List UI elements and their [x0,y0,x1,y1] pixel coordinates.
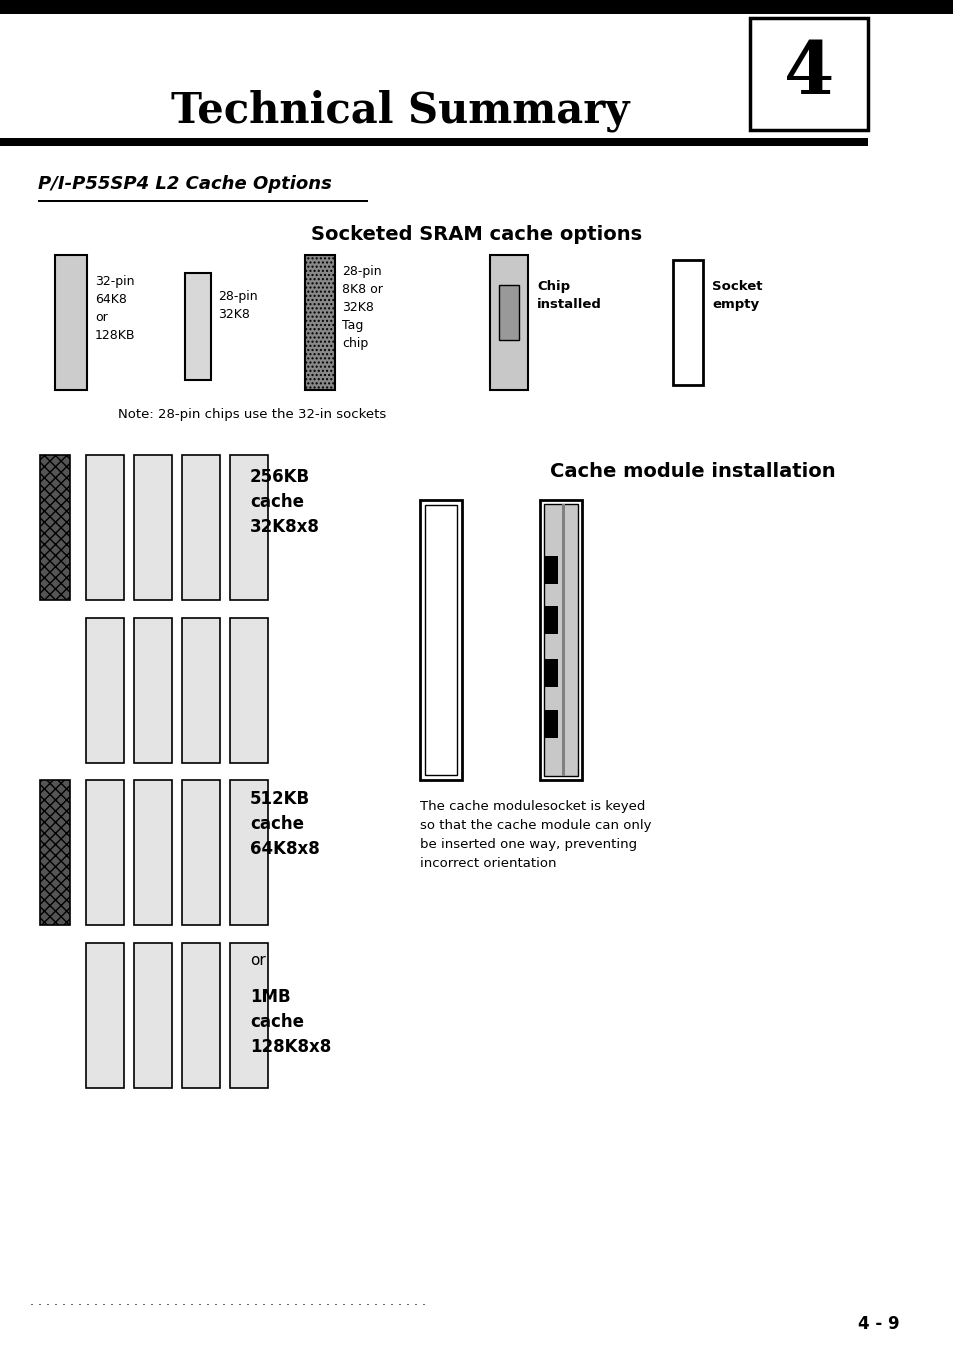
Bar [749,18,867,130]
Text: 4 - 9: 4 - 9 [858,1315,899,1333]
Text: P/I-P55SP4 L2 Cache Options: P/I-P55SP4 L2 Cache Options [38,176,332,193]
Bar [133,780,172,925]
Text: Cache module installation: Cache module installation [550,462,835,481]
Bar [0,0,953,14]
Bar [182,943,220,1088]
Bar [230,943,268,1088]
Text: 4: 4 [783,38,833,109]
Text: Socketed SRAM cache options: Socketed SRAM cache options [311,226,642,245]
Text: 28-pin
32K8: 28-pin 32K8 [218,290,257,322]
Bar [133,617,172,763]
Bar [182,617,220,763]
Bar [230,455,268,600]
Bar [305,255,335,390]
Bar [672,259,702,385]
Bar [38,200,368,203]
Bar [86,455,124,600]
Bar [419,500,461,780]
Text: or: or [250,952,266,969]
Text: Chip
installed: Chip installed [537,280,601,311]
Bar [40,455,70,600]
Bar [490,255,527,390]
Bar [0,138,867,146]
Bar [543,711,558,738]
Bar [133,455,172,600]
Text: Note: 28-pin chips use the 32-in sockets: Note: 28-pin chips use the 32-in sockets [118,408,386,422]
Text: 32-pin
64K8
or
128KB: 32-pin 64K8 or 128KB [95,276,135,342]
Bar [561,504,564,775]
Bar [86,943,124,1088]
Bar [40,780,70,925]
Bar [543,557,558,584]
Bar [55,255,87,390]
Bar [230,617,268,763]
Bar [182,455,220,600]
Text: Technical Summary: Technical Summary [171,91,629,132]
Bar [543,504,578,775]
Bar [543,659,558,688]
Bar [133,943,172,1088]
Bar [185,273,211,380]
Bar [182,780,220,925]
Text: 512KB
cache
64K8x8: 512KB cache 64K8x8 [250,790,319,858]
Bar [543,607,558,634]
Text: 1MB
cache
128K8x8: 1MB cache 128K8x8 [250,988,331,1056]
Text: . . . . . . . . . . . . . . . . . . . . . . . . . . . . . . . . . . . . . . . . : . . . . . . . . . . . . . . . . . . . . … [30,1296,426,1308]
Text: 28-pin
8K8 or
32K8
Tag
chip: 28-pin 8K8 or 32K8 Tag chip [341,265,382,350]
Bar [539,500,581,780]
Bar [230,780,268,925]
Bar [86,617,124,763]
Bar [86,780,124,925]
Text: Socket
empty: Socket empty [711,280,761,311]
Bar [424,505,456,775]
Bar [498,285,518,340]
Text: The cache modulesocket is keyed
so that the cache module can only
be inserted on: The cache modulesocket is keyed so that … [419,800,651,870]
Text: 256KB
cache
32K8x8: 256KB cache 32K8x8 [250,467,319,536]
